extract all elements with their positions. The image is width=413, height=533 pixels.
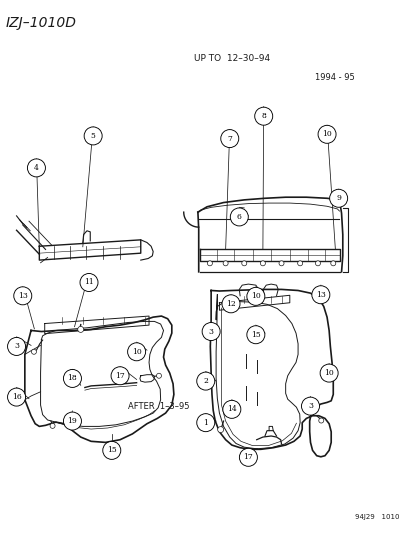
Text: 1994 - 95: 1994 - 95 — [314, 73, 354, 82]
Text: 13: 13 — [315, 290, 325, 299]
Circle shape — [241, 261, 246, 266]
Circle shape — [127, 343, 145, 361]
Text: 8: 8 — [261, 112, 266, 120]
Circle shape — [315, 261, 320, 266]
Circle shape — [207, 261, 212, 266]
Circle shape — [319, 364, 337, 382]
Circle shape — [7, 388, 26, 406]
Text: 94J29   1010: 94J29 1010 — [355, 514, 399, 520]
Text: 18: 18 — [67, 374, 77, 383]
Text: 7: 7 — [227, 134, 232, 143]
Text: 15: 15 — [107, 446, 116, 455]
Text: 15: 15 — [250, 330, 260, 339]
Text: 5: 5 — [90, 132, 95, 140]
Circle shape — [14, 287, 32, 305]
Circle shape — [220, 130, 238, 148]
Circle shape — [246, 326, 264, 344]
Text: 14: 14 — [226, 405, 236, 414]
Text: 2: 2 — [203, 377, 208, 385]
Circle shape — [329, 189, 347, 207]
Text: UP TO  12–30–94: UP TO 12–30–94 — [193, 54, 269, 63]
Circle shape — [317, 125, 335, 143]
Circle shape — [311, 286, 329, 304]
Text: 10: 10 — [321, 130, 331, 139]
Circle shape — [156, 373, 161, 378]
Text: 10: 10 — [323, 369, 333, 377]
Circle shape — [246, 287, 264, 305]
Circle shape — [230, 208, 248, 226]
Text: 16: 16 — [12, 393, 21, 401]
Circle shape — [196, 414, 214, 432]
Text: IZJ–1010D: IZJ–1010D — [6, 16, 77, 30]
Circle shape — [260, 261, 265, 266]
Circle shape — [330, 261, 335, 266]
Text: 12: 12 — [225, 300, 235, 308]
Circle shape — [80, 273, 98, 292]
Circle shape — [196, 372, 214, 390]
Circle shape — [102, 441, 121, 459]
Circle shape — [50, 423, 55, 429]
Text: 10: 10 — [131, 348, 141, 356]
Circle shape — [301, 397, 319, 415]
Circle shape — [202, 322, 220, 341]
Circle shape — [7, 337, 26, 356]
Text: 3: 3 — [14, 342, 19, 351]
Text: 11: 11 — [84, 278, 94, 287]
Text: 9: 9 — [335, 194, 340, 203]
Circle shape — [63, 369, 81, 387]
Circle shape — [63, 412, 81, 430]
Circle shape — [111, 367, 129, 385]
Text: 6: 6 — [236, 213, 241, 221]
Circle shape — [27, 159, 45, 177]
Text: 13: 13 — [18, 292, 28, 300]
Circle shape — [31, 349, 36, 354]
Circle shape — [78, 326, 83, 333]
Circle shape — [217, 426, 223, 433]
Circle shape — [221, 295, 240, 313]
Circle shape — [84, 127, 102, 145]
Text: 17: 17 — [115, 372, 125, 380]
Text: 19: 19 — [67, 417, 77, 425]
Circle shape — [278, 261, 283, 266]
Circle shape — [223, 261, 228, 266]
Circle shape — [239, 448, 257, 466]
Text: 10: 10 — [250, 292, 260, 301]
Circle shape — [222, 400, 240, 418]
Text: 17: 17 — [243, 453, 253, 462]
Text: 3: 3 — [208, 327, 213, 336]
Text: 3: 3 — [307, 402, 312, 410]
Circle shape — [318, 418, 323, 423]
Text: 4: 4 — [34, 164, 39, 172]
Circle shape — [297, 261, 302, 266]
Text: AFTER  1–3–95: AFTER 1–3–95 — [128, 402, 190, 410]
Text: 1: 1 — [203, 418, 208, 427]
Circle shape — [254, 107, 272, 125]
